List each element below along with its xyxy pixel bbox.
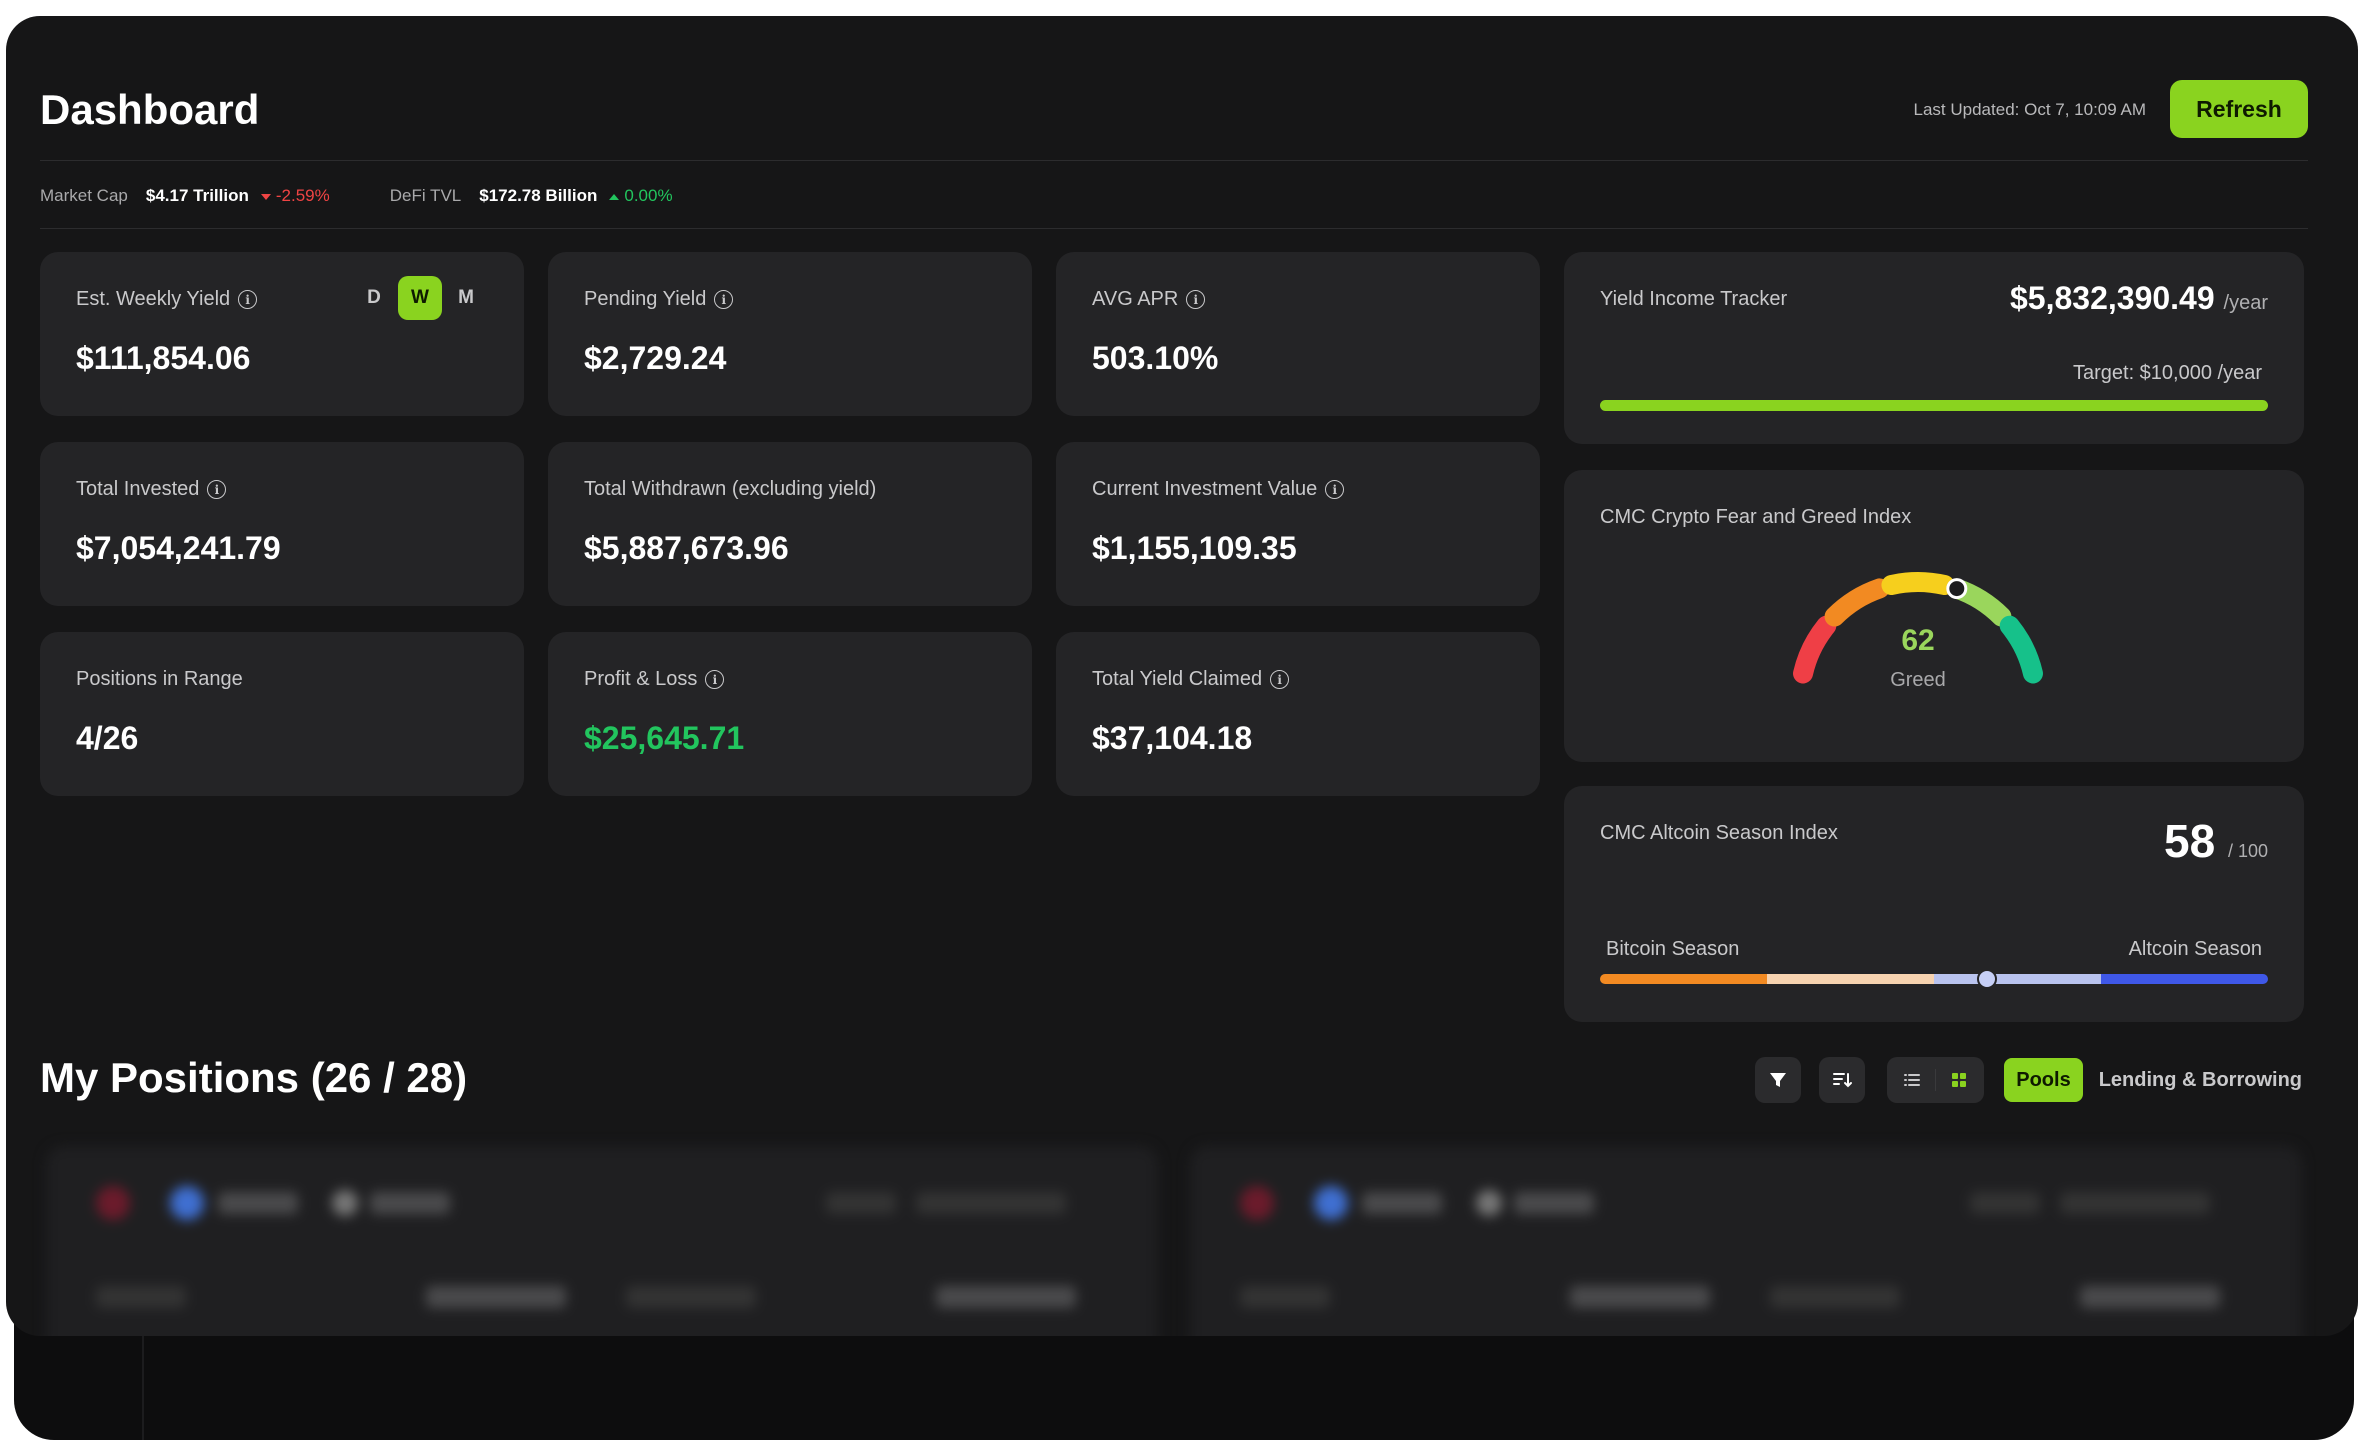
fear-greed-label: Greed bbox=[1890, 669, 1946, 691]
positions-toolbar: Pools Lending & Borrowing bbox=[1737, 1056, 2302, 1104]
sort-button[interactable] bbox=[1819, 1057, 1866, 1103]
divider bbox=[142, 1330, 144, 1440]
tracker-progress-bar bbox=[1600, 400, 2268, 411]
stat-value: 4/26 bbox=[76, 720, 139, 756]
stat-value: $111,854.06 bbox=[76, 340, 251, 376]
position-card[interactable] bbox=[46, 1146, 1158, 1336]
divider bbox=[40, 160, 2308, 161]
position-card[interactable] bbox=[1190, 1146, 2302, 1336]
info-icon[interactable]: i bbox=[1186, 290, 1206, 309]
stat-label: Current Investment Value i bbox=[1092, 478, 1345, 501]
weekly-yield-card: Est. Weekly Yield i D W M $111,854.06 bbox=[40, 252, 524, 416]
avg-apr-card: AVG APR i 503.10% bbox=[1056, 252, 1540, 416]
stat-value: 503.10% bbox=[1092, 340, 1219, 376]
sort-icon bbox=[1833, 1073, 1853, 1088]
market-cap-label: Market Cap bbox=[40, 186, 128, 205]
fear-greed-card: CMC Crypto Fear and Greed Index 62 Greed bbox=[1564, 470, 2304, 762]
pools-tab[interactable]: Pools bbox=[2004, 1058, 2083, 1102]
fear-greed-gauge: 62 Greed bbox=[1793, 572, 2043, 691]
info-icon[interactable]: i bbox=[238, 290, 258, 309]
total-withdrawn-card: Total Withdrawn (excluding yield) $5,887… bbox=[548, 442, 1032, 606]
stat-value: $37,104.18 bbox=[1092, 720, 1253, 756]
stat-label: Est. Weekly Yield i bbox=[76, 288, 258, 311]
market-cap-value: $4.17 Trillion bbox=[145, 186, 249, 205]
fear-greed-title: CMC Crypto Fear and Greed Index bbox=[1600, 506, 1912, 528]
gauge-segment bbox=[1824, 578, 1890, 627]
info-icon[interactable]: i bbox=[1270, 670, 1290, 689]
last-updated-text: Last Updated: Oct 7, 10:09 AM bbox=[1913, 100, 2146, 119]
period-d-button[interactable]: D bbox=[367, 287, 381, 308]
gauge-knob bbox=[1946, 578, 1968, 600]
total-yield-claimed-card: Total Yield Claimed i $37,104.18 bbox=[1056, 632, 1540, 796]
filter-icon bbox=[1770, 1073, 1787, 1087]
stat-label: Total Invested i bbox=[76, 478, 227, 501]
defi-tvl-label: DeFi TVL bbox=[389, 186, 462, 205]
info-icon[interactable]: i bbox=[714, 290, 734, 309]
stat-value: $1,155,109.35 bbox=[1092, 530, 1297, 566]
info-icon[interactable]: i bbox=[1325, 480, 1345, 499]
lending-borrowing-tab[interactable]: Lending & Borrowing bbox=[2098, 1068, 2302, 1091]
market-cap-change: -2.59% bbox=[260, 186, 330, 206]
header: Dashboard Last Updated: Oct 7, 10:09 AM … bbox=[40, 72, 2308, 154]
market-bar: Market Cap $4.17 Trillion -2.59% DeFi TV… bbox=[40, 181, 673, 211]
gauge-segment bbox=[1999, 615, 2043, 684]
list-icon bbox=[1904, 1074, 1921, 1086]
stat-value: $5,887,673.96 bbox=[584, 530, 789, 566]
stat-label: Positions in Range bbox=[76, 668, 243, 690]
refresh-button[interactable]: Refresh bbox=[2170, 80, 2308, 138]
altcoin-season-knob bbox=[1977, 969, 1998, 989]
tracker-value: $5,832,390.49 /year bbox=[2010, 280, 2268, 316]
fear-greed-value: 62 bbox=[1901, 624, 1934, 657]
gauge-segment bbox=[1881, 572, 1955, 596]
current-value-card: Current Investment Value i $1,155,109.35 bbox=[1056, 442, 1540, 606]
altcoin-season-card: CMC Altcoin Season Index 58 / 100 Bitcoi… bbox=[1564, 786, 2304, 1022]
positions-in-range-card: Positions in Range 4/26 bbox=[40, 632, 524, 796]
arrow-up-icon bbox=[609, 193, 620, 200]
info-icon[interactable]: i bbox=[207, 480, 227, 499]
stat-label: Total Yield Claimed i bbox=[1092, 668, 1290, 691]
bitcoin-season-label: Bitcoin Season bbox=[1606, 938, 1740, 960]
altcoin-season-label: Altcoin Season bbox=[2128, 938, 2262, 960]
grid-view-button[interactable] bbox=[1942, 1063, 1976, 1097]
stat-value: $7,054,241.79 bbox=[76, 530, 281, 566]
info-icon[interactable]: i bbox=[705, 670, 725, 689]
yield-tracker-card: Yield Income Tracker $5,832,390.49 /year… bbox=[1564, 252, 2304, 444]
total-invested-card: Total Invested i $7,054,241.79 bbox=[40, 442, 524, 606]
stat-value: $2,729.24 bbox=[584, 340, 727, 376]
positions-title: My Positions (26 / 28) bbox=[40, 1054, 468, 1101]
view-toggle bbox=[1887, 1057, 1985, 1103]
period-m-button[interactable]: M bbox=[458, 287, 474, 308]
divider bbox=[40, 228, 2308, 229]
altcoin-season-bar bbox=[1600, 969, 2268, 989]
tracker-title: Yield Income Tracker bbox=[1600, 288, 1788, 310]
period-toggle: D W M bbox=[350, 276, 488, 320]
arrow-down-icon bbox=[260, 193, 271, 200]
altcoin-value: 58 / 100 bbox=[2164, 815, 2268, 867]
stat-label: Pending Yield i bbox=[584, 288, 734, 311]
period-w-button[interactable]: W bbox=[398, 276, 442, 320]
stat-label: Profit & Loss i bbox=[584, 668, 725, 691]
grid-icon bbox=[1952, 1073, 1967, 1087]
profit-loss-card: Profit & Loss i $25,645.71 bbox=[548, 632, 1032, 796]
altcoin-title: CMC Altcoin Season Index bbox=[1600, 822, 1838, 844]
gauge-segment bbox=[1793, 615, 1837, 684]
tracker-target: Target: $10,000 /year bbox=[2072, 362, 2262, 384]
stat-label: Total Withdrawn (excluding yield) bbox=[584, 478, 877, 500]
list-view-button[interactable] bbox=[1895, 1063, 1929, 1097]
pending-yield-card: Pending Yield i $2,729.24 bbox=[548, 252, 1032, 416]
page-title: Dashboard bbox=[40, 86, 260, 133]
defi-tvl-value: $172.78 Billion bbox=[479, 186, 598, 205]
defi-tvl-change: 0.00% bbox=[609, 186, 673, 206]
filter-button[interactable] bbox=[1755, 1057, 1802, 1103]
dashboard-window: Dashboard Last Updated: Oct 7, 10:09 AM … bbox=[6, 16, 2358, 1336]
stat-value: $25,645.71 bbox=[584, 720, 745, 756]
stat-label: AVG APR i bbox=[1092, 288, 1206, 311]
